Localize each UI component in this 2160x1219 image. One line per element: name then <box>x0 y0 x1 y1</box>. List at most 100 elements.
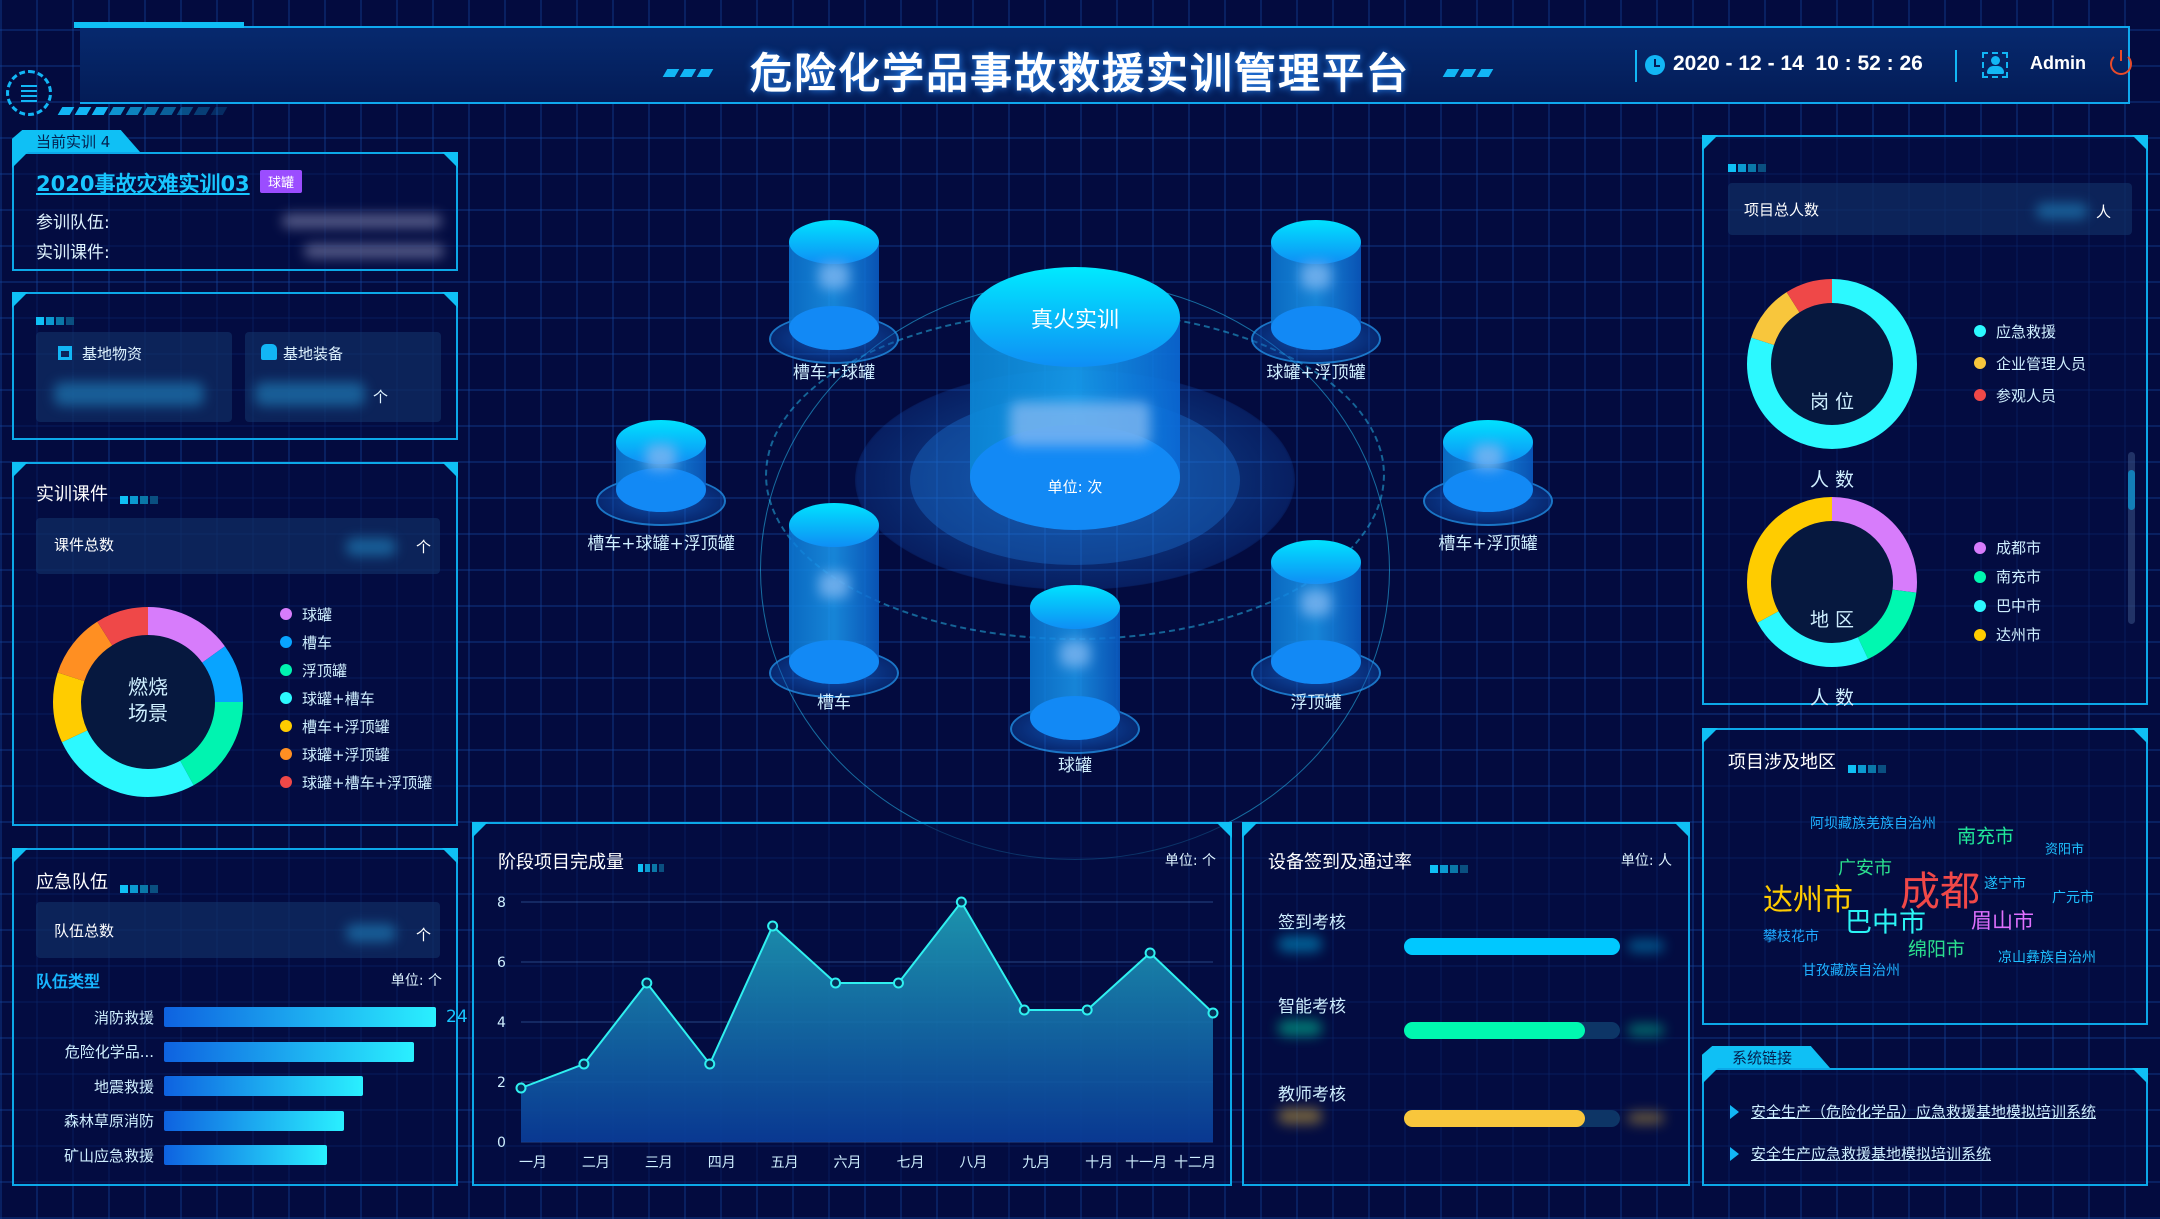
post-legend: 应急救援 企业管理人员 参观人员 <box>1974 315 2086 411</box>
region-word[interactable]: 绵阳市 <box>1908 938 1966 961</box>
legend-label: 达州市 <box>1996 626 2042 644</box>
legend-item[interactable]: 成都市 <box>1974 533 2041 562</box>
team-bar-label: 消防救援 <box>93 1008 154 1027</box>
y-tick-label: 0 <box>497 1135 506 1151</box>
main-cylinder-top <box>970 267 1180 367</box>
donut-segment[interactable] <box>53 607 243 797</box>
current-training-tab-label: 当前实训 4 <box>36 133 111 151</box>
main-unit: 单位: 次 <box>1047 478 1103 496</box>
scenario-label: 槽车+浮顶罐 <box>1438 534 1538 554</box>
device-row-label: 智能考核 <box>1278 997 1346 1017</box>
scrollbar[interactable] <box>2128 452 2135 624</box>
legend-item[interactable]: 球罐+槽车+浮顶罐 <box>280 768 432 796</box>
device-rate-redacted <box>1628 1112 1664 1124</box>
teams-title: 应急队伍 <box>36 872 108 893</box>
region-word[interactable]: 广安市 <box>1838 858 1892 879</box>
data-point[interactable] <box>767 920 779 932</box>
legend-item[interactable]: 参观人员 <box>1974 379 2086 411</box>
donut-segment[interactable] <box>53 607 243 797</box>
legend-item[interactable]: 槽车 <box>280 628 432 656</box>
team-bar-track <box>164 1076 436 1096</box>
region-word[interactable]: 达州市 <box>1763 883 1853 918</box>
region-word[interactable]: 遂宁市 <box>1984 876 2026 892</box>
data-point[interactable] <box>1144 947 1156 959</box>
team-bar-fill[interactable] <box>164 1076 363 1096</box>
donut-segment[interactable] <box>1747 279 1917 449</box>
region-word[interactable]: 甘孜藏族自治州 <box>1802 963 1900 979</box>
decor-squares <box>638 857 666 876</box>
device-rate-fill[interactable] <box>1404 1022 1586 1039</box>
scrollbar-thumb[interactable] <box>2128 470 2135 510</box>
teams-total-row: 队伍总数 个 <box>36 902 440 958</box>
region-word[interactable]: 资阳市 <box>2045 842 2085 858</box>
user-name[interactable]: Admin <box>2030 53 2086 73</box>
data-point[interactable] <box>578 1058 590 1070</box>
donut-segment[interactable] <box>53 607 243 797</box>
legend-item[interactable]: 应急救援 <box>1974 315 2086 347</box>
team-bar-row: 地震救援 <box>36 1075 446 1097</box>
data-point[interactable] <box>830 977 842 989</box>
region-word[interactable]: 广元市 <box>2052 890 2094 906</box>
legend-item[interactable]: 企业管理人员 <box>1974 347 2086 379</box>
device-rate-fill[interactable] <box>1404 1110 1586 1127</box>
donut-segment[interactable] <box>53 607 243 797</box>
legend-item[interactable]: 球罐+浮顶罐 <box>280 740 432 768</box>
donut-segment[interactable] <box>1747 497 1917 667</box>
regions-title: 项目涉及地区 <box>1728 752 1836 773</box>
data-point[interactable] <box>1207 1007 1219 1019</box>
region-word[interactable]: 阿坝藏族羌族自治州 <box>1810 816 1936 832</box>
decor-squares <box>120 489 160 508</box>
donut-segment[interactable] <box>1747 497 1917 667</box>
region-word[interactable]: 攀枝花市 <box>1763 929 1819 945</box>
cylinder-bottom <box>1271 306 1361 350</box>
device-rate-fill[interactable] <box>1404 938 1620 955</box>
links-panel: 安全生产（危险化学品）应急救援基地模拟培训系统 安全生产应急救援基地模拟培训系统 <box>1702 1068 2148 1186</box>
legend-label: 成都市 <box>1996 539 2042 557</box>
menu-icon[interactable] <box>6 70 52 116</box>
decor-squares <box>1728 157 1768 176</box>
data-point[interactable] <box>704 1058 716 1070</box>
team-value-redacted <box>282 214 442 228</box>
people-total-label: 项目总人数 <box>1744 201 1820 219</box>
decor-squares <box>1848 758 1888 777</box>
team-bar-fill[interactable] <box>164 1110 344 1131</box>
power-icon[interactable] <box>2110 50 2132 75</box>
scenario-label: 浮顶罐 <box>1290 693 1342 713</box>
team-bar-value: 24 <box>446 1007 468 1027</box>
legend-item[interactable]: 巴中市 <box>1974 591 2041 620</box>
team-bar-fill[interactable] <box>164 1145 328 1165</box>
center-visual: 真火实训 单位: 次 <box>560 180 1570 860</box>
team-bar-fill[interactable] <box>164 1007 436 1027</box>
team-bar-fill[interactable] <box>164 1041 415 1062</box>
link-text[interactable]: 安全生产应急救援基地模拟培训系统 <box>1751 1145 1992 1163</box>
region-word[interactable]: 凉山彝族自治州 <box>1998 950 2096 966</box>
region-word[interactable]: 成都 <box>1900 869 1980 915</box>
data-point[interactable] <box>1018 1004 1030 1016</box>
legend-item[interactable]: 槽车+浮顶罐 <box>280 712 432 740</box>
data-point[interactable] <box>1081 1004 1093 1016</box>
legend-dot <box>1974 325 1986 337</box>
region-word[interactable]: 巴中市 <box>1845 907 1926 939</box>
link-item-2[interactable]: 安全生产应急救援基地模拟培训系统 <box>1730 1143 1991 1164</box>
materials-value-redacted <box>54 382 204 406</box>
legend-item[interactable]: 球罐 <box>280 600 432 628</box>
link-text[interactable]: 安全生产（危险化学品）应急救援基地模拟培训系统 <box>1751 1103 2097 1121</box>
legend-item[interactable]: 浮顶罐 <box>280 656 432 684</box>
teams-panel: 应急队伍 队伍总数 个 队伍类型 单位: 个 消防救援 24 危险化学品... 地震救… <box>12 848 468 1186</box>
legend-item[interactable]: 南充市 <box>1974 562 2041 591</box>
legend-item[interactable]: 达州市 <box>1974 620 2041 649</box>
y-tick-label: 8 <box>497 895 506 911</box>
training-name-link[interactable]: 2020事故灾难实训03 <box>36 172 250 196</box>
header-dashes <box>57 100 230 119</box>
region-word[interactable]: 南充市 <box>1957 825 2015 848</box>
data-point[interactable] <box>515 1082 527 1094</box>
data-point[interactable] <box>641 977 653 989</box>
user-icon[interactable] <box>1982 52 2008 78</box>
link-item-1[interactable]: 安全生产（危险化学品）应急救援基地模拟培训系统 <box>1730 1101 2096 1122</box>
data-point[interactable] <box>955 896 967 908</box>
teams-total-label: 队伍总数 <box>54 922 115 940</box>
team-bar-track <box>164 1110 436 1131</box>
legend-item[interactable]: 球罐+槽车 <box>280 684 432 712</box>
data-point[interactable] <box>892 977 904 989</box>
region-word[interactable]: 眉山市 <box>1971 909 2034 933</box>
